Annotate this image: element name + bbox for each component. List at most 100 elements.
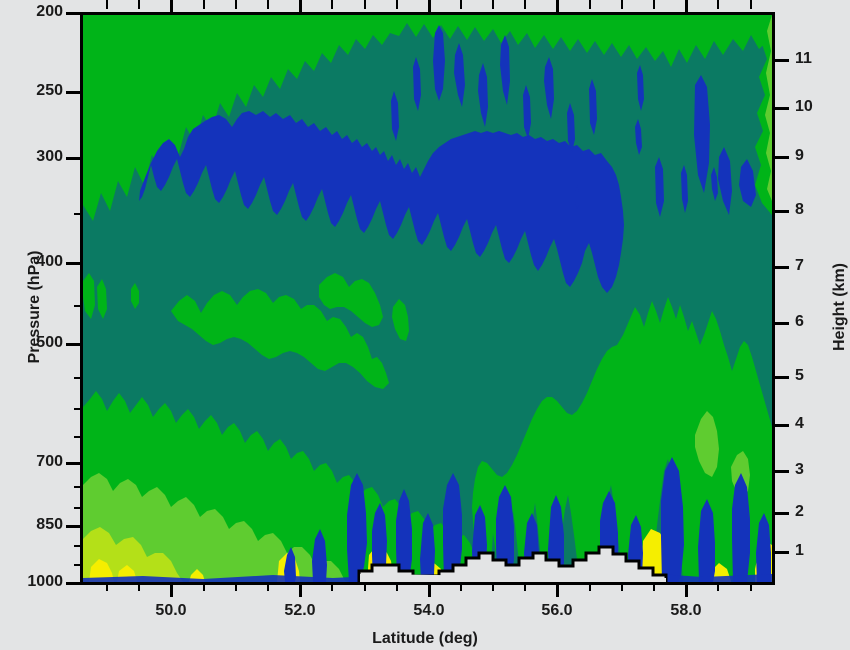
xtick-label-50: 50.0 <box>155 602 187 619</box>
xtick-top-minor-56.5 <box>589 0 591 9</box>
ytick-label-right-1: 1 <box>795 542 804 559</box>
ytick-left-1000 <box>66 582 83 585</box>
ytick-label-right-3: 3 <box>795 461 804 478</box>
ytick-label-right-10: 10 <box>795 98 813 115</box>
ytick-label-left-250: 250 <box>36 82 63 99</box>
x-axis-title: Latitude (deg) <box>372 630 478 647</box>
xtick-top-56 <box>556 0 559 15</box>
ytick-left-minor-350 <box>74 213 83 215</box>
ytick-label-right-8: 8 <box>795 201 804 218</box>
contour-mid-right-green-mass <box>472 297 772 582</box>
xtick-top-minor-53.0 <box>364 0 366 9</box>
contour-upper-blue-core <box>139 111 624 293</box>
xtick-54 <box>428 582 431 597</box>
xtick-top-minor-58.5 <box>717 0 719 9</box>
ytick-right-8 <box>772 210 789 213</box>
xtick-56 <box>556 582 559 597</box>
xtick-top-50 <box>170 0 173 15</box>
xtick-top-minor-59.0 <box>750 0 752 9</box>
xtick-minor-56.5 <box>589 582 591 591</box>
xtick-top-minor-49.0 <box>106 0 108 9</box>
ytick-left-minor-550 <box>74 377 83 379</box>
xtick-label-58: 58.0 <box>670 602 702 619</box>
ytick-label-right-6: 6 <box>795 313 804 330</box>
ytick-right-9 <box>772 156 789 159</box>
xtick-top-52 <box>299 0 302 15</box>
xtick-label-56: 56.0 <box>541 602 573 619</box>
ytick-left-minor-900 <box>74 545 83 547</box>
xtick-label-52: 52.0 <box>284 602 316 619</box>
ytick-left-400 <box>66 262 83 265</box>
xtick-top-minor-51.5 <box>267 0 269 9</box>
ytick-left-minor-450 <box>74 305 83 307</box>
contour-upper-green-wedge <box>83 15 772 221</box>
xtick-top-minor-55.5 <box>524 0 526 9</box>
xtick-top-minor-57.5 <box>653 0 655 9</box>
ytick-label-right-9: 9 <box>795 147 804 164</box>
xtick-minor-58.5 <box>717 582 719 591</box>
ytick-left-850 <box>66 525 83 528</box>
xtick-top-minor-51.0 <box>235 0 237 9</box>
ytick-left-300 <box>66 157 83 160</box>
ytick-left-minor-800 <box>74 507 83 509</box>
xtick-top-minor-52.5 <box>331 0 333 9</box>
xtick-minor-53.0 <box>364 582 366 591</box>
ytick-right-7 <box>772 266 789 269</box>
ytick-left-minor-750 <box>74 486 83 488</box>
ytick-label-left-700: 700 <box>36 453 63 470</box>
xtick-50 <box>170 582 173 597</box>
ytick-label-right-5: 5 <box>795 367 804 384</box>
ytick-left-500 <box>66 343 83 346</box>
y-axis-title-right: Height (km) <box>831 263 848 351</box>
ytick-label-left-850: 850 <box>36 516 63 533</box>
contour-isolated-blue-blobs <box>575 65 756 217</box>
contour-mid-left-green-band <box>171 289 389 389</box>
contour-upper-right-green <box>755 15 772 215</box>
ytick-right-11 <box>772 59 789 62</box>
ytick-left-minor-650 <box>74 436 83 438</box>
ytick-right-6 <box>772 322 789 325</box>
ytick-right-10 <box>772 107 789 110</box>
ytick-label-left-1000: 1000 <box>27 573 63 590</box>
xtick-minor-55.5 <box>524 582 526 591</box>
xtick-label-54: 54.0 <box>413 602 445 619</box>
xtick-minor-54.5 <box>460 582 462 591</box>
xtick-top-minor-55.0 <box>492 0 494 9</box>
xtick-minor-51.0 <box>235 582 237 591</box>
ytick-right-5 <box>772 376 789 379</box>
y-axis-title-left: Pressure (hPa) <box>26 250 43 364</box>
contour-field <box>83 15 772 582</box>
contour-upper-right-lightgreen <box>765 15 772 201</box>
xtick-52 <box>299 582 302 597</box>
ytick-label-right-4: 4 <box>795 415 804 432</box>
xtick-top-minor-49.5 <box>138 0 140 9</box>
contour-blue-filaments-upper <box>391 25 597 153</box>
ytick-left-700 <box>66 462 83 465</box>
xtick-minor-52.5 <box>331 582 333 591</box>
xtick-minor-53.5 <box>396 582 398 591</box>
ytick-left-minor-600 <box>74 408 83 410</box>
ytick-left-200 <box>66 12 83 15</box>
ytick-label-right-2: 2 <box>795 503 804 520</box>
ytick-right-3 <box>772 470 789 473</box>
contour-mid-left-green-specks <box>83 273 139 319</box>
xtick-top-minor-54.5 <box>460 0 462 9</box>
ytick-right-2 <box>772 512 789 515</box>
ytick-left-250 <box>66 91 83 94</box>
xtick-minor-51.5 <box>267 582 269 591</box>
xtick-top-58 <box>685 0 688 15</box>
xtick-top-54 <box>428 0 431 15</box>
contour-mid-left-green-lobe2 <box>319 273 383 327</box>
ytick-label-left-200: 200 <box>36 3 63 20</box>
ytick-label-left-400: 400 <box>36 253 63 270</box>
xtick-minor-49.0 <box>106 582 108 591</box>
ytick-label-left-500: 500 <box>36 334 63 351</box>
xtick-minor-57.5 <box>653 582 655 591</box>
xtick-top-minor-53.5 <box>396 0 398 9</box>
contour-mid-left-green-sliver <box>392 299 409 341</box>
xtick-58 <box>685 582 688 597</box>
xtick-top-minor-50.5 <box>203 0 205 9</box>
plot-area <box>80 12 775 585</box>
xtick-top-minor-57.0 <box>621 0 623 9</box>
